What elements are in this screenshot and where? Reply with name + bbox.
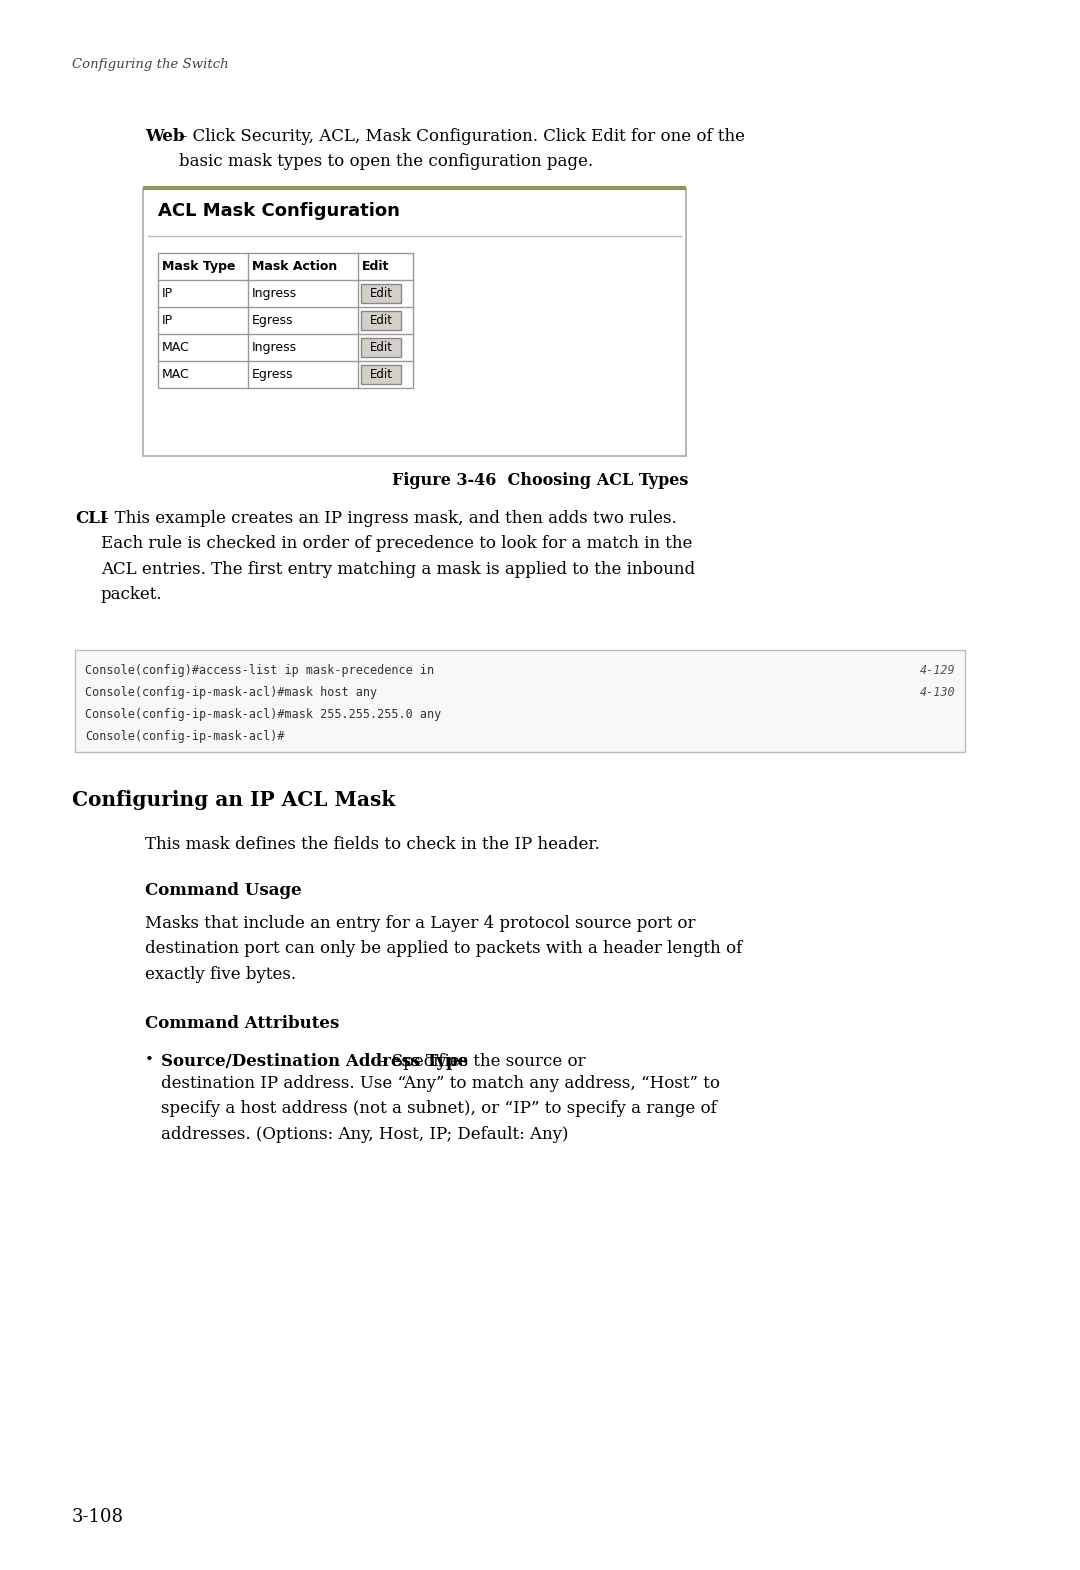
Text: MAC: MAC (162, 367, 190, 382)
Text: •: • (145, 1053, 153, 1068)
Text: Edit: Edit (369, 287, 392, 300)
Text: Masks that include an entry for a Layer 4 protocol source port or
destination po: Masks that include an entry for a Layer … (145, 915, 742, 983)
Text: Source/Destination Address Type: Source/Destination Address Type (161, 1053, 468, 1071)
Text: Edit: Edit (362, 261, 390, 273)
Text: Edit: Edit (369, 367, 392, 382)
Text: This mask defines the fields to check in the IP header.: This mask defines the fields to check in… (145, 835, 599, 853)
FancyBboxPatch shape (361, 338, 401, 356)
Text: Figure 3-46  Choosing ACL Types: Figure 3-46 Choosing ACL Types (392, 473, 688, 488)
Text: 4-129: 4-129 (919, 664, 955, 677)
Text: CLI: CLI (75, 510, 108, 528)
Text: 4-130: 4-130 (919, 686, 955, 699)
Text: MAC: MAC (162, 341, 190, 353)
Text: Egress: Egress (252, 314, 294, 327)
FancyBboxPatch shape (361, 364, 401, 385)
Text: Command Usage: Command Usage (145, 882, 301, 900)
Text: IP: IP (162, 287, 173, 300)
FancyBboxPatch shape (75, 650, 966, 752)
Text: Edit: Edit (369, 341, 392, 353)
Text: Console(config-ip-mask-acl)#mask 255.255.255.0 any: Console(config-ip-mask-acl)#mask 255.255… (85, 708, 442, 721)
Text: Configuring an IP ACL Mask: Configuring an IP ACL Mask (72, 790, 395, 810)
Text: Ingress: Ingress (252, 287, 297, 300)
Text: – This example creates an IP ingress mask, and then adds two rules.
Each rule is: – This example creates an IP ingress mas… (102, 510, 696, 603)
FancyBboxPatch shape (361, 284, 401, 303)
Text: Web: Web (145, 129, 190, 144)
Text: Configuring the Switch: Configuring the Switch (72, 58, 229, 71)
Text: Mask Type: Mask Type (162, 261, 235, 273)
Text: Edit: Edit (369, 314, 392, 327)
Text: 3-108: 3-108 (72, 1509, 124, 1526)
Text: Egress: Egress (252, 367, 294, 382)
Text: – Click Security, ACL, Mask Configuration. Click Edit for one of the
basic mask : – Click Security, ACL, Mask Configuratio… (179, 129, 745, 171)
Text: Console(config-ip-mask-acl)#mask host any: Console(config-ip-mask-acl)#mask host an… (85, 686, 377, 699)
Text: ACL Mask Configuration: ACL Mask Configuration (158, 203, 400, 220)
Text: Console(config-ip-mask-acl)#: Console(config-ip-mask-acl)# (85, 730, 284, 743)
Text: IP: IP (162, 314, 173, 327)
Text: destination IP address. Use “Any” to match any address, “Host” to
specify a host: destination IP address. Use “Any” to mat… (161, 1075, 720, 1143)
FancyBboxPatch shape (361, 311, 401, 330)
FancyBboxPatch shape (158, 253, 413, 388)
Text: Console(config)#access-list ip mask-precedence in: Console(config)#access-list ip mask-prec… (85, 664, 434, 677)
Text: Ingress: Ingress (252, 341, 297, 353)
Text: Mask Action: Mask Action (252, 261, 337, 273)
Text: Command Attributes: Command Attributes (145, 1014, 339, 1031)
Text: – Specifies the source or: – Specifies the source or (374, 1053, 586, 1071)
FancyBboxPatch shape (143, 188, 686, 455)
